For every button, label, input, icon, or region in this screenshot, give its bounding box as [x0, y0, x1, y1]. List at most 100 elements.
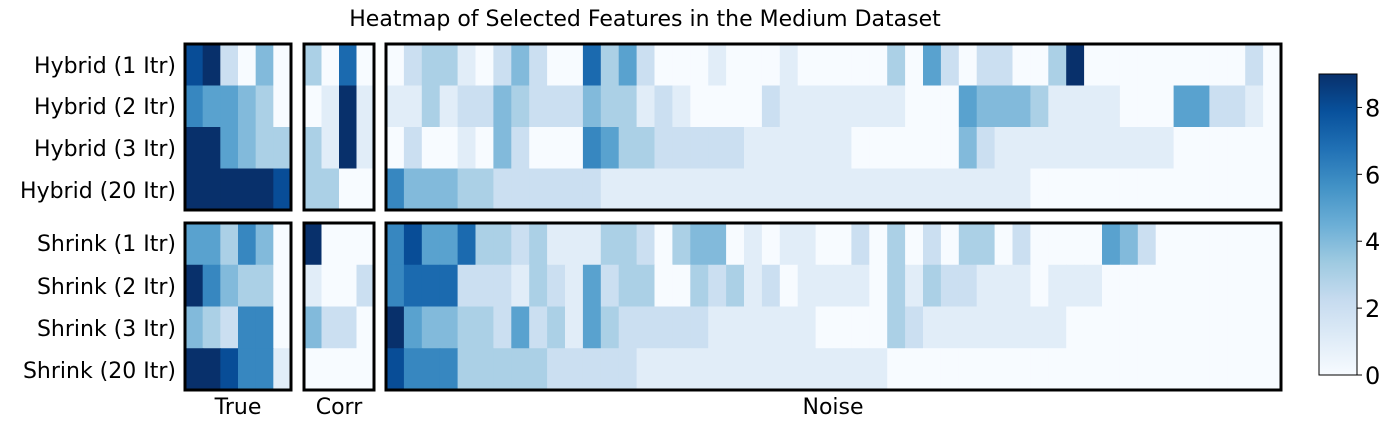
heatmap-cell — [797, 85, 817, 128]
heatmap-cell — [321, 348, 340, 391]
heatmap-cell — [1209, 85, 1228, 128]
heatmap-cell — [529, 168, 548, 211]
heatmap-cell — [220, 306, 239, 349]
panel-frames — [183, 42, 1283, 392]
group-label-noise: Noise — [802, 395, 863, 420]
heatmap-cell — [1102, 168, 1121, 211]
heatmap-cell — [457, 264, 477, 308]
heatmap-cell — [185, 264, 204, 308]
heatmap-cell — [386, 85, 405, 128]
heatmap-cell — [887, 44, 906, 87]
heatmap-cell — [185, 306, 204, 349]
heatmap-cell — [421, 264, 441, 308]
heatmap-cell — [582, 85, 602, 128]
heatmap-cell — [923, 223, 942, 266]
heatmap-cell — [1030, 168, 1049, 211]
heatmap-cell — [185, 85, 204, 128]
heatmap-cell — [869, 223, 888, 266]
heatmap-cell — [797, 306, 817, 349]
heatmap-cell — [994, 223, 1014, 266]
heatmap-cell — [1173, 168, 1193, 211]
heatmap-cell — [744, 223, 763, 266]
heatmap-cell — [994, 44, 1014, 87]
heatmap-cell — [726, 306, 745, 349]
heatmap-cell — [618, 223, 638, 266]
heatmap-cell — [690, 44, 709, 87]
heatmap-cell — [339, 306, 358, 349]
heatmap-cell — [636, 223, 656, 266]
heatmap-cell — [1227, 223, 1246, 266]
heatmap-cell — [238, 127, 257, 170]
heatmap-cell — [905, 348, 924, 391]
heatmap-cell — [457, 168, 477, 211]
panel-frame — [183, 42, 293, 212]
heatmap-cell — [493, 348, 512, 391]
heatmap-cell — [797, 168, 817, 211]
heatmap-cell — [923, 264, 942, 308]
heatmap-cell — [475, 44, 494, 87]
heatmap-cell — [618, 348, 638, 391]
heatmap-cell — [386, 348, 405, 391]
heatmap-cell — [779, 348, 799, 391]
heatmap-cell — [1102, 348, 1121, 391]
heatmap-cell — [1155, 44, 1175, 87]
heatmap-cell — [403, 223, 423, 266]
heatmap-cell — [493, 85, 512, 128]
heatmap-cell — [475, 348, 494, 391]
heatmap-cell — [833, 264, 852, 308]
heatmap-cell — [238, 85, 257, 128]
heatmap-cell — [1155, 306, 1175, 349]
heatmap-cell — [403, 44, 423, 87]
heatmap-cell — [1227, 168, 1246, 211]
heatmap-cell — [708, 44, 727, 87]
heatmap-cell — [386, 168, 405, 211]
heatmap-cell — [1084, 127, 1103, 170]
heatmap-cell — [220, 168, 239, 211]
heatmap-cell — [958, 306, 978, 349]
heatmap-cell — [1155, 264, 1175, 308]
heatmap-cell — [1245, 306, 1264, 349]
heatmap-cell — [654, 85, 673, 128]
colorbar-tick-label: 2 — [1365, 295, 1380, 323]
heatmap-cell — [1048, 168, 1067, 211]
heatmap-cell — [493, 264, 512, 308]
heatmap-cell — [1030, 44, 1049, 87]
heatmap-cell — [779, 223, 799, 266]
heatmap-cell — [565, 85, 584, 128]
heatmap-cell — [869, 85, 888, 128]
heatmap-cell — [255, 85, 274, 128]
heatmap-cell — [887, 85, 906, 128]
heatmap-cell — [202, 348, 221, 391]
colorbar-tick-label: 8 — [1365, 94, 1380, 122]
heatmap-cell — [565, 168, 584, 211]
heatmap-cell — [851, 264, 870, 308]
heatmap-cell — [958, 223, 978, 266]
heatmap-cell — [1119, 264, 1139, 308]
heatmap-cell — [273, 168, 292, 211]
heatmap-cell — [940, 168, 960, 211]
heatmap-cell — [511, 348, 530, 391]
heatmap-cell — [1048, 264, 1067, 308]
row-label-shrink-3: Shrink (3 Itr) — [37, 317, 176, 342]
heatmap-cell — [529, 264, 548, 308]
heatmap-cell — [708, 168, 727, 211]
heatmap-cell — [976, 223, 996, 266]
heatmap-cell — [940, 264, 960, 308]
heatmap-cell — [273, 264, 292, 308]
heatmap-cell — [403, 168, 423, 211]
heatmap-cell — [815, 264, 835, 308]
heatmap-cell — [582, 264, 602, 308]
heatmap-cell — [493, 127, 512, 170]
heatmap-cell — [976, 85, 996, 128]
heatmap-cell — [1012, 44, 1031, 87]
heatmap-cell — [600, 127, 620, 170]
heatmap-cell — [439, 348, 459, 391]
heatmap-cell — [403, 348, 423, 391]
heatmap-cell — [1209, 223, 1228, 266]
row-label-shrink-2: Shrink (2 Itr) — [37, 275, 176, 300]
heatmap-cell — [1066, 44, 1085, 87]
heatmap-cell — [1191, 264, 1210, 308]
heatmap-cell — [618, 44, 638, 87]
heatmap-cell — [744, 306, 763, 349]
heatmap-cell — [636, 306, 656, 349]
